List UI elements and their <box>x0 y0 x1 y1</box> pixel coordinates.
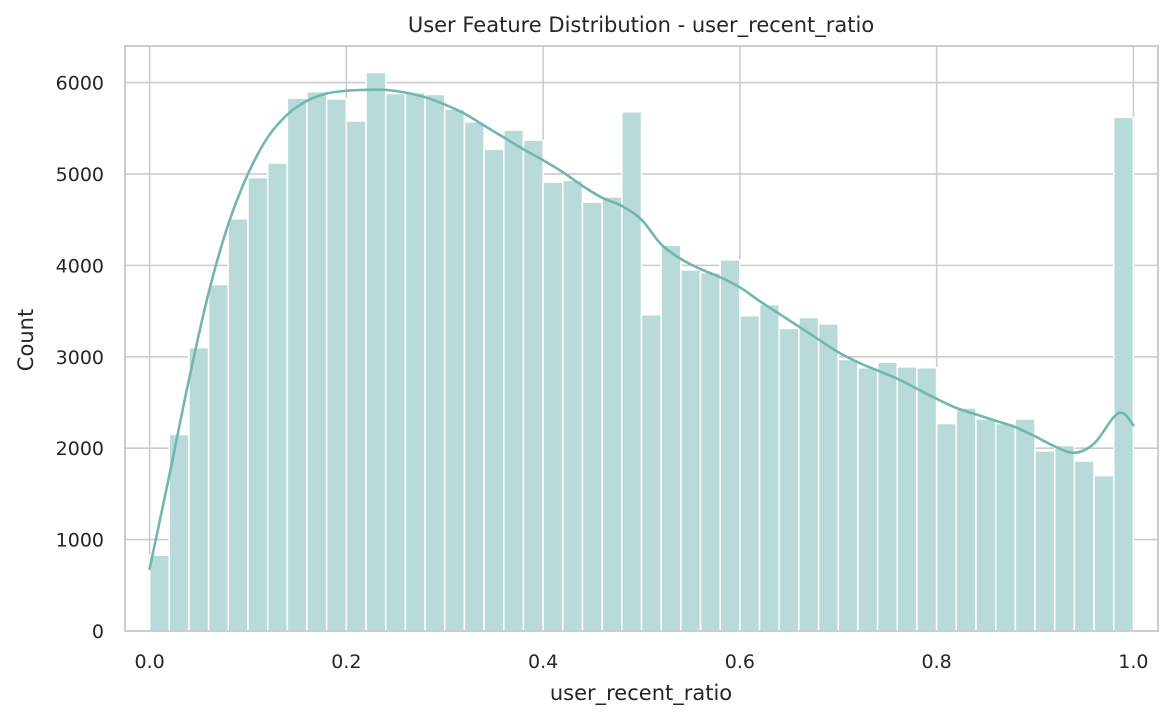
histogram-bar <box>857 367 879 632</box>
histogram-bar <box>483 148 505 632</box>
histogram-bar <box>266 162 289 632</box>
histogram-bar <box>640 313 662 632</box>
histogram-bar <box>778 327 800 632</box>
histogram-bar <box>719 259 741 632</box>
histogram-bar <box>404 91 426 632</box>
histogram-bar <box>148 554 171 632</box>
histogram-bar <box>994 422 1017 632</box>
x-tick-label: 0.6 <box>725 651 755 673</box>
histogram-bar <box>325 98 348 632</box>
histogram-bar <box>1014 418 1036 632</box>
histogram-bar <box>876 361 899 632</box>
y-tick-label: 6000 <box>56 73 104 95</box>
histogram-bar <box>384 92 407 632</box>
x-tick-label: 1.0 <box>1118 651 1148 673</box>
histogram-bar <box>581 201 603 632</box>
histogram-bar <box>247 176 269 632</box>
histogram-bar <box>443 108 466 632</box>
histogram-bar <box>817 323 840 632</box>
y-tick-label: 4000 <box>56 255 104 277</box>
chart-title: User Feature Distribution - user_recent_… <box>408 13 874 38</box>
y-axis-ticks: 0 1000 2000 3000 4000 5000 6000 <box>56 73 104 643</box>
histogram-bar <box>503 129 525 632</box>
y-tick-label: 5000 <box>56 164 104 186</box>
histogram-bar <box>837 358 859 632</box>
histogram-bar <box>601 196 623 632</box>
kde-curve-group <box>148 88 1135 571</box>
histogram-bar <box>522 139 544 632</box>
histogram-bar <box>896 366 918 632</box>
histogram-bar <box>975 418 997 632</box>
histogram-bar <box>286 97 308 632</box>
x-tick-label: 0.2 <box>331 651 361 673</box>
histogram-bar <box>306 90 328 632</box>
y-tick-label: 2000 <box>56 438 104 460</box>
x-axis-ticks: 0.0 0.2 0.4 0.6 0.8 1.0 <box>134 651 1148 673</box>
histogram-bar <box>365 71 387 632</box>
histogram-bar <box>463 121 485 632</box>
histogram-bar <box>345 120 367 632</box>
histogram-bar <box>798 316 820 632</box>
y-axis-title: Count <box>14 309 38 371</box>
plot-frame <box>124 45 1159 632</box>
histogram-bars <box>148 71 1135 632</box>
histogram-bar <box>935 422 958 632</box>
histogram-bar <box>188 346 210 632</box>
y-tick-label: 0 <box>92 621 104 643</box>
histogram-bar <box>739 314 761 632</box>
histogram-bar <box>660 244 682 632</box>
histogram-bar <box>1034 450 1056 632</box>
axes-frame <box>124 45 1159 632</box>
histogram-bar <box>699 271 721 632</box>
x-axis-title: user_recent_ratio <box>550 681 732 706</box>
histogram-bar <box>1112 116 1135 632</box>
histogram-bar <box>542 181 564 632</box>
histogram-bar <box>680 269 702 632</box>
x-tick-label: 0.8 <box>922 651 952 673</box>
histogram-bar <box>562 179 584 632</box>
histogram-bar <box>758 303 780 632</box>
y-tick-label: 1000 <box>56 530 104 552</box>
histogram-bar <box>1073 460 1095 632</box>
histogram-bar <box>227 218 249 632</box>
histogram-bar <box>424 93 446 632</box>
x-tick-label: 0.0 <box>134 651 164 673</box>
histogram-bar <box>1093 474 1115 632</box>
histogram-bar <box>955 407 977 632</box>
histogram-bar <box>621 111 643 632</box>
histogram-bar <box>207 283 230 632</box>
histogram-bar <box>916 367 938 632</box>
kde-line <box>148 88 1135 571</box>
histogram-bar <box>1053 444 1076 632</box>
x-tick-label: 0.4 <box>528 651 558 673</box>
y-tick-label: 3000 <box>56 347 104 369</box>
